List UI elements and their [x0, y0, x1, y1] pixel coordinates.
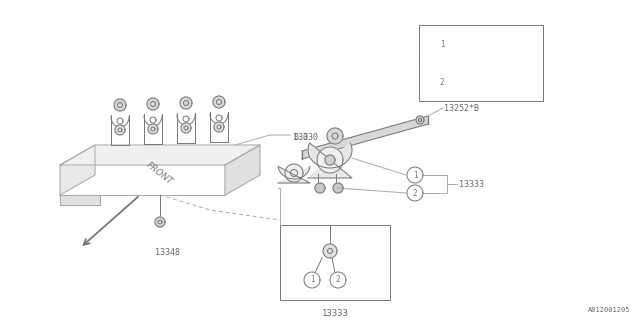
- Text: 1: 1: [440, 39, 444, 49]
- Text: 13333: 13333: [321, 309, 348, 318]
- Polygon shape: [155, 217, 165, 227]
- Text: C0062: C0062: [471, 39, 496, 49]
- Polygon shape: [330, 272, 346, 288]
- Polygon shape: [435, 75, 449, 89]
- Polygon shape: [308, 143, 352, 178]
- Text: 0.0: 0.0: [293, 132, 308, 141]
- Text: 13348: 13348: [156, 248, 180, 257]
- Polygon shape: [407, 167, 423, 183]
- Text: 13234: 13234: [471, 77, 496, 86]
- Polygon shape: [147, 98, 159, 110]
- Polygon shape: [327, 128, 343, 144]
- Polygon shape: [225, 145, 260, 195]
- Bar: [280, 225, 390, 300]
- Text: 1: 1: [310, 276, 314, 284]
- Polygon shape: [325, 155, 335, 165]
- Text: FRONT: FRONT: [145, 161, 175, 187]
- Text: 1: 1: [413, 171, 417, 180]
- Polygon shape: [304, 272, 320, 288]
- Polygon shape: [148, 124, 158, 134]
- Text: 2: 2: [336, 276, 340, 284]
- Text: A012001205: A012001205: [588, 307, 630, 313]
- Polygon shape: [114, 99, 126, 111]
- Polygon shape: [181, 123, 191, 133]
- Polygon shape: [278, 166, 310, 183]
- Text: 13330: 13330: [293, 132, 318, 141]
- Polygon shape: [323, 244, 337, 258]
- Polygon shape: [115, 125, 125, 135]
- Polygon shape: [407, 185, 423, 201]
- Text: 13333: 13333: [459, 180, 484, 188]
- Polygon shape: [60, 145, 95, 195]
- Polygon shape: [302, 116, 428, 159]
- Bar: [419, 25, 543, 101]
- Polygon shape: [317, 147, 343, 173]
- Polygon shape: [416, 116, 424, 124]
- Polygon shape: [333, 183, 343, 193]
- Text: 13252*B: 13252*B: [444, 103, 479, 113]
- Polygon shape: [180, 97, 192, 109]
- Polygon shape: [435, 37, 449, 51]
- Polygon shape: [60, 145, 260, 165]
- Polygon shape: [60, 195, 100, 205]
- Polygon shape: [213, 96, 225, 108]
- Polygon shape: [285, 164, 303, 182]
- Text: 2: 2: [440, 77, 444, 86]
- Text: 2: 2: [413, 188, 417, 197]
- Polygon shape: [214, 122, 224, 132]
- Polygon shape: [315, 183, 325, 193]
